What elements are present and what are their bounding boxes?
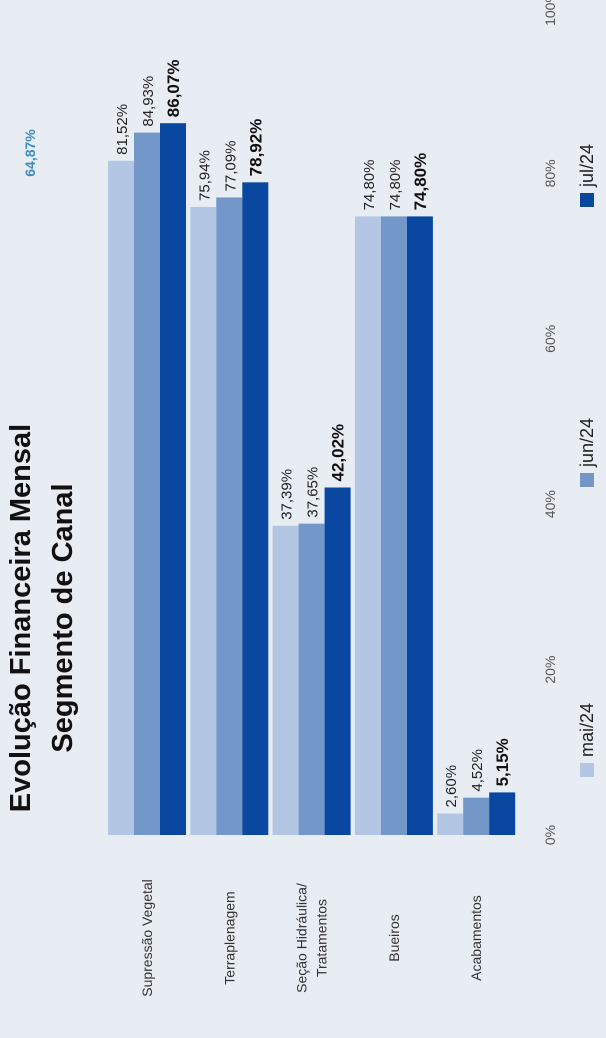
data-label: 86,07% xyxy=(164,60,183,118)
bar-jul-24 xyxy=(324,487,351,835)
data-label: 2,60% xyxy=(443,765,460,808)
bar-mai-24 xyxy=(354,216,381,835)
data-label: 78,92% xyxy=(246,119,265,177)
bar-jul-24 xyxy=(406,216,433,835)
chart-title-line1: Evolução Financeira Mensal xyxy=(5,424,37,812)
data-label: 37,65% xyxy=(305,467,322,518)
category-label: Acabamentos xyxy=(468,895,484,981)
data-label: 4,52% xyxy=(469,749,486,792)
data-label: 75,94% xyxy=(196,150,213,201)
data-label: 74,80% xyxy=(387,160,404,211)
legend-label: jul/24 xyxy=(577,144,597,188)
total-progress-label: 64,87% xyxy=(22,129,38,177)
legend-swatch xyxy=(580,193,594,207)
legend-swatch xyxy=(580,763,594,777)
data-label: 74,80% xyxy=(361,160,378,211)
bar-mai-24 xyxy=(272,525,299,835)
bar-jun-24 xyxy=(380,216,407,835)
data-label: 77,09% xyxy=(222,141,239,192)
x-tick-label: 20% xyxy=(542,656,558,684)
bar-jun-24 xyxy=(216,197,243,835)
x-tick-label: 100% xyxy=(542,0,558,26)
x-tick-label: 60% xyxy=(542,325,558,353)
data-label: 81,52% xyxy=(114,104,131,155)
bar-mai-24 xyxy=(108,160,134,835)
x-tick-label: 40% xyxy=(542,490,558,518)
category-label: Seção Hidráulica/ xyxy=(294,883,310,993)
x-tick-label: 80% xyxy=(542,159,558,187)
bar-jun-24 xyxy=(463,797,490,835)
bar-mai-24 xyxy=(437,813,464,835)
data-label: 74,80% xyxy=(411,153,430,211)
category-label: Tratamentos xyxy=(314,899,330,977)
bar-jul-24 xyxy=(489,792,516,835)
category-label: Supressão Vegetal xyxy=(139,879,155,997)
data-label: 37,39% xyxy=(279,469,296,520)
bar-mai-24 xyxy=(190,206,217,835)
bar-jun-24 xyxy=(298,523,325,835)
chart-title-line2: Segmento de Canal xyxy=(47,483,79,752)
legend-swatch xyxy=(580,473,594,487)
bar-jul-24 xyxy=(242,182,269,835)
x-tick-label: 0% xyxy=(542,825,558,845)
data-label: 84,93% xyxy=(140,76,157,127)
category-label: Bueiros xyxy=(386,914,402,961)
bar-jun-24 xyxy=(134,132,160,835)
data-label: 5,15% xyxy=(493,738,512,786)
data-label: 42,02% xyxy=(329,424,348,482)
category-label: Terraplenagem xyxy=(221,891,237,984)
legend-label: mai/24 xyxy=(577,703,597,757)
bar-jul-24 xyxy=(160,123,186,835)
legend-label: jun/24 xyxy=(577,418,597,468)
